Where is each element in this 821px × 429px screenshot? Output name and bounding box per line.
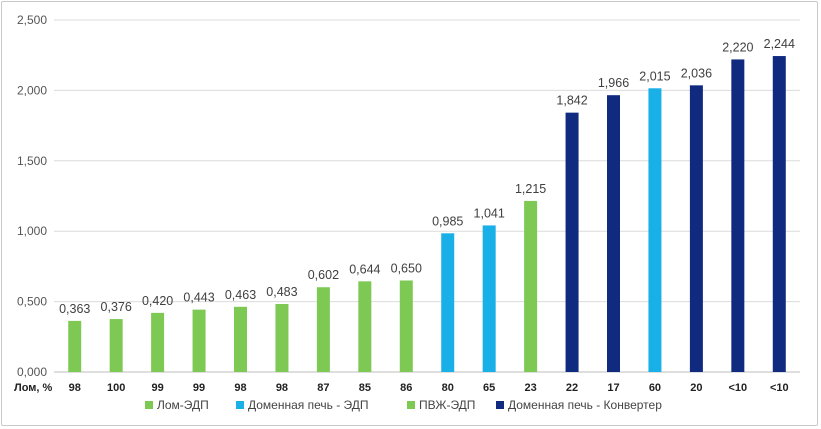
data-label: 2,036 [681,66,712,80]
data-label: 1,842 [556,94,587,108]
legend-label: Доменная печь - Конвертер [508,398,662,412]
x-category-label: 80 [442,382,454,394]
x-category-label: 100 [107,382,125,394]
bar [524,200,538,372]
x-category-label: 65 [483,382,495,394]
bar [607,95,620,373]
bar [109,319,123,372]
legend-swatch [496,401,504,409]
x-category-label: 60 [649,382,661,394]
legend: Лом-ЭДП Доменная печь - ЭДП ПВЖ-ЭДП Доменна… [145,398,662,412]
data-label: 0,376 [101,300,132,314]
x-category-label: <10 [770,382,789,394]
bar [648,88,662,373]
bars [68,56,786,373]
y-tick-label: 2,000 [17,83,47,97]
bar [234,306,247,372]
bar [441,233,455,372]
bar [192,309,206,372]
y-tick-label: 0,000 [17,365,47,379]
data-label: 0,443 [183,291,214,305]
bar [731,59,745,372]
x-category-label: 98 [69,382,81,394]
legend-swatch [236,401,244,409]
y-tick-label: 0,500 [17,295,47,309]
data-label: 0,644 [349,262,380,276]
data-label: 0,363 [59,302,90,316]
x-category-label: 20 [690,382,702,394]
bar [316,287,330,372]
data-label: 0,463 [225,288,256,302]
data-label: 0,420 [142,294,173,308]
data-label: 1,041 [474,206,505,220]
y-axis-ticks: 0,000 0,500 1,000 1,500 2,000 2,500 [17,13,47,379]
y-tick-label: 1,500 [17,154,47,168]
x-category-label: 85 [359,382,371,394]
data-label: 2,244 [764,37,795,51]
x-axis-categories: 98 100 99 99 98 98 87 85 86 80 65 23 22 17 60 20 <10 <10 [69,382,789,394]
data-labels: 0,363 0,376 0,420 0,443 0,463 0,483 0,602 0,644… [59,37,795,316]
legend-label: Лом-ЭДП [157,398,209,412]
data-label: 0,483 [266,285,297,299]
x-category-label: 99 [193,382,205,394]
bar [151,312,165,372]
data-label: 0,602 [308,268,339,282]
x-category-label: 23 [524,382,536,394]
data-label: 2,015 [639,69,670,83]
x-category-label: 98 [276,382,288,394]
x-category-label: 99 [151,382,163,394]
x-axis-title: Лом, % [14,382,53,394]
x-category-label: 87 [317,382,329,394]
bar [565,112,579,373]
data-label: 2,220 [722,40,753,54]
x-category-label: 86 [400,382,412,394]
bar [482,225,496,372]
gridlines [54,19,800,373]
x-category-label: 98 [234,382,246,394]
bar [689,85,703,372]
legend-label: ПВЖ-ЭДП [419,398,475,412]
bar [358,281,372,372]
y-tick-label: 2,500 [17,13,47,27]
x-category-label: <10 [728,382,747,394]
y-tick-label: 1,000 [17,224,47,238]
legend-label: Доменная печь - ЭДП [248,398,369,412]
x-category-label: 22 [566,382,578,394]
bar [275,303,289,372]
data-label: 1,215 [515,182,546,196]
legend-swatch [145,401,153,409]
bar [772,56,786,372]
data-label: 1,966 [598,76,629,90]
bar [68,320,82,372]
legend-swatch [407,401,415,409]
bar [399,280,413,372]
data-label: 0,985 [432,214,463,228]
data-label: 0,650 [391,261,422,275]
x-category-label: 17 [607,382,619,394]
